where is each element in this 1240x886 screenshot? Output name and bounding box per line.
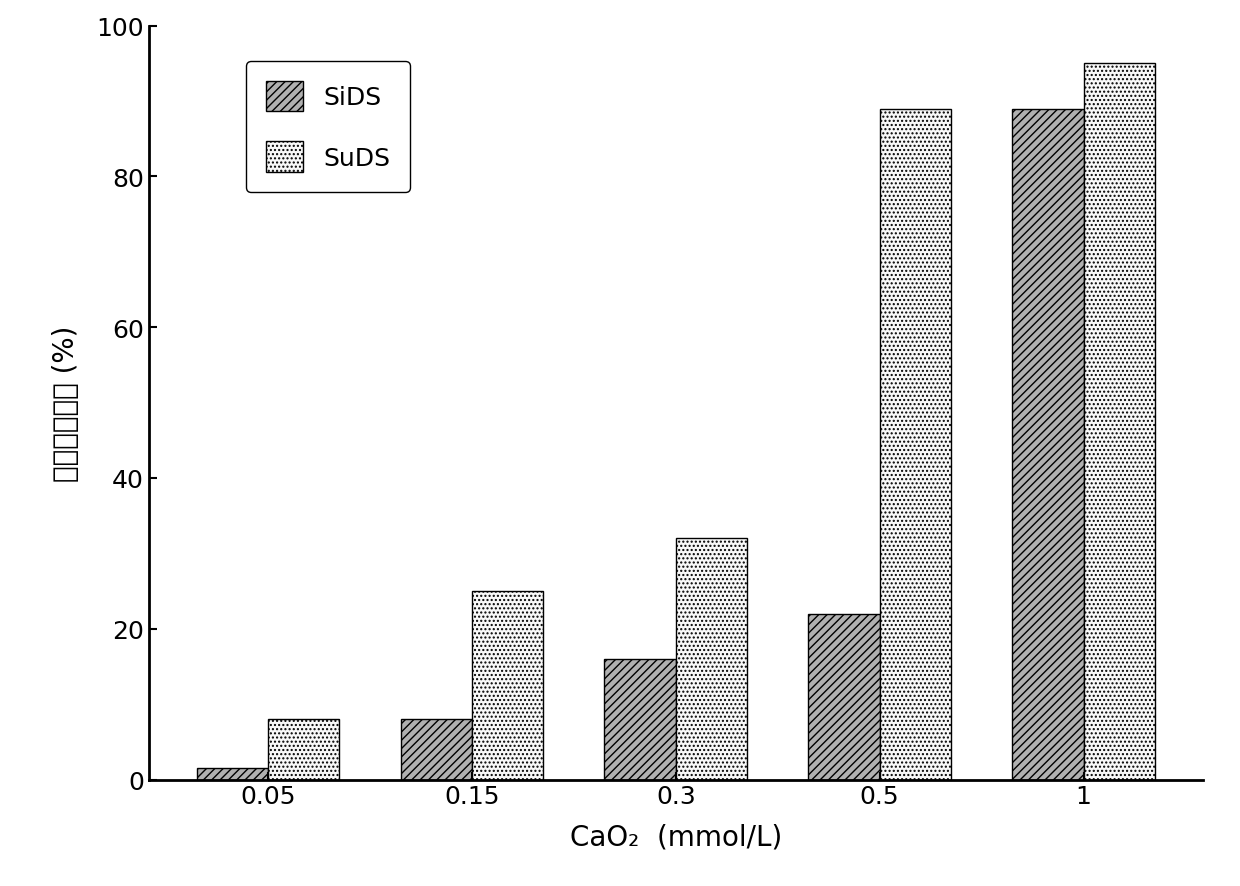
X-axis label: CaO₂  (mmol/L): CaO₂ (mmol/L) [569, 822, 782, 851]
Bar [197, 768, 268, 780]
Bar [879, 109, 951, 780]
Bar [676, 539, 748, 780]
Bar [1084, 65, 1154, 780]
Legend: SiDS, SuDS: SiDS, SuDS [246, 62, 410, 192]
Bar [1012, 109, 1084, 780]
Bar [472, 592, 543, 780]
Bar [268, 719, 340, 780]
Bar [808, 614, 879, 780]
Bar [401, 719, 472, 780]
Y-axis label: 有机物去除率 (%): 有机物去除率 (%) [52, 325, 79, 481]
Bar [604, 659, 676, 780]
